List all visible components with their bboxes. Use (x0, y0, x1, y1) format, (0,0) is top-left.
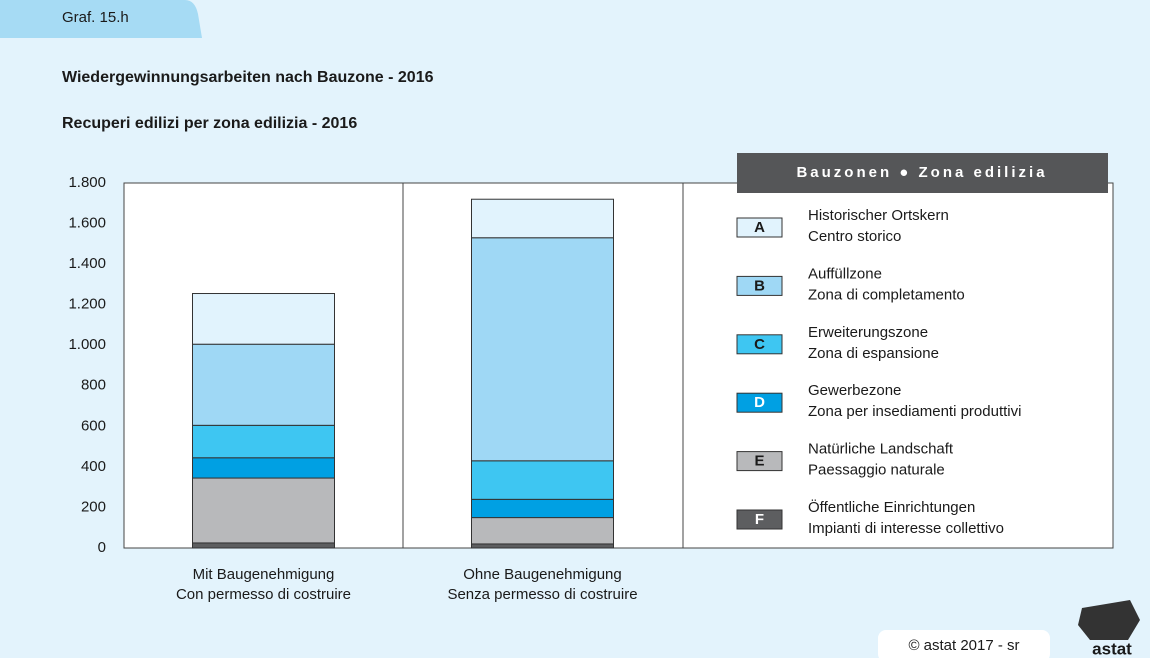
legend-label: Auffüllzone (808, 265, 882, 282)
bar-segment (471, 198, 614, 239)
bar-segment (192, 542, 335, 549)
bar-segment (192, 343, 335, 426)
footer: © astat 2017 - sr (908, 637, 1019, 654)
logo-mark (1078, 600, 1140, 640)
legend-swatch (736, 392, 783, 413)
y-tick-label: 1.000 (68, 336, 106, 353)
legend-key: C (754, 336, 765, 353)
bar-segment (192, 293, 335, 345)
legend-label: Öffentliche Einrichtungen (808, 498, 975, 516)
legend-key: A (754, 219, 765, 236)
legend-title: Bauzonen ● Zona edilizia (796, 164, 1047, 181)
bar-segment (192, 457, 335, 479)
legend-label: Erweiterungszone (808, 324, 928, 341)
y-tick-label: 1.400 (68, 255, 106, 272)
logo: astat (1092, 639, 1132, 658)
legend-swatch (736, 334, 783, 355)
legend-header (737, 153, 1108, 193)
legend-key: D (754, 394, 765, 411)
legend-label: Zona per insediamenti produttivi (808, 403, 1021, 420)
legend-label: Impianti di interesse collettivo (808, 520, 1004, 537)
y-tick-label: 200 (81, 498, 106, 515)
chart-subtitle: Recuperi edilizi per zona edilizia - 201… (62, 115, 357, 132)
bar-segment (192, 424, 335, 459)
legend-label: Centro storico (808, 228, 901, 245)
bar-segment (192, 477, 335, 544)
legend-label: Gewerbezone (808, 382, 901, 399)
x-tick-label: Mit Baugenehmigung (193, 566, 335, 583)
bar-segment (471, 460, 614, 500)
legend-key: F (755, 511, 764, 528)
legend-swatch (736, 275, 783, 296)
legend-swatch (736, 451, 783, 472)
legend-key: B (754, 277, 765, 294)
bar-segment (471, 543, 614, 549)
legend-label: Historischer Ortskern (808, 207, 949, 224)
legend-label: Paessaggio naturale (808, 462, 945, 479)
tag-shape (0, 0, 202, 38)
y-tick-label: 1.200 (68, 296, 106, 313)
bar-segment (471, 498, 614, 519)
x-tick-label: Ohne Baugenehmigung (463, 566, 621, 583)
y-tick-label: 1.600 (68, 215, 106, 232)
x-tick-label: Con permesso di costruire (176, 586, 351, 603)
bar-segment (471, 517, 614, 545)
legend-label: Zona di completamento (808, 286, 965, 303)
x-tick-label: Senza permesso di costruire (447, 586, 637, 603)
y-tick-label: 1.800 (68, 174, 106, 191)
legend-swatch (736, 509, 783, 530)
y-tick-label: 0 (98, 539, 106, 556)
y-tick-label: 600 (81, 417, 106, 434)
legend-label: Zona di espansione (808, 345, 939, 362)
legend-key: E (754, 453, 764, 470)
tag: Graf. 15.h (62, 9, 129, 26)
footer-box (878, 630, 1050, 658)
legend-label: Natürliche Landschaft (808, 441, 954, 458)
bar-segment (471, 237, 614, 462)
chart-title: Wiedergewinnungsarbeiten nach Bauzone - … (62, 69, 434, 86)
legend-swatch (736, 217, 783, 238)
y-tick-label: 400 (81, 458, 106, 475)
y-tick-label: 800 (81, 377, 106, 394)
